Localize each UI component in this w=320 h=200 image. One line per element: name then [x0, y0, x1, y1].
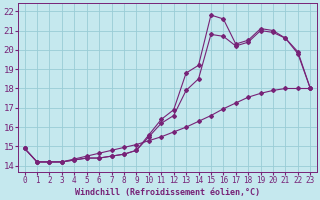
X-axis label: Windchill (Refroidissement éolien,°C): Windchill (Refroidissement éolien,°C) — [75, 188, 260, 197]
